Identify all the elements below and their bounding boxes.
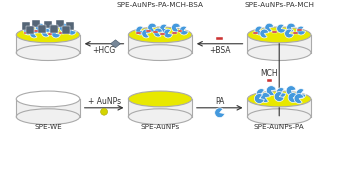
Ellipse shape (16, 91, 80, 107)
FancyBboxPatch shape (66, 22, 74, 30)
Wedge shape (274, 92, 284, 101)
Bar (153, 31, 158, 33)
Wedge shape (260, 29, 269, 38)
Wedge shape (36, 23, 45, 32)
Wedge shape (296, 89, 306, 98)
Text: SPE-AuNPs: SPE-AuNPs (141, 124, 180, 129)
Ellipse shape (129, 27, 192, 43)
FancyBboxPatch shape (129, 99, 192, 117)
Bar (41, 31, 46, 33)
Wedge shape (180, 26, 188, 35)
Circle shape (101, 108, 107, 115)
Wedge shape (277, 24, 286, 33)
Ellipse shape (247, 91, 311, 107)
Bar (34, 30, 39, 33)
Text: SPE-AuNPs-PA: SPE-AuNPs-PA (254, 124, 305, 129)
Bar (253, 32, 258, 34)
Bar (272, 31, 277, 33)
Wedge shape (142, 29, 151, 38)
FancyBboxPatch shape (26, 26, 34, 34)
Ellipse shape (129, 109, 192, 125)
Wedge shape (266, 86, 276, 96)
Wedge shape (265, 23, 274, 32)
Wedge shape (51, 29, 60, 38)
Wedge shape (30, 29, 39, 38)
Ellipse shape (129, 91, 192, 107)
Text: SPE-WE: SPE-WE (34, 124, 62, 129)
Bar (216, 37, 223, 40)
Wedge shape (160, 24, 169, 33)
FancyBboxPatch shape (247, 99, 311, 117)
Text: +HCG: +HCG (92, 46, 116, 55)
Ellipse shape (247, 45, 311, 60)
FancyBboxPatch shape (38, 26, 46, 33)
Bar (177, 30, 182, 33)
Ellipse shape (129, 45, 192, 60)
FancyBboxPatch shape (22, 22, 30, 30)
Wedge shape (285, 29, 293, 38)
Ellipse shape (247, 109, 311, 125)
Wedge shape (260, 93, 270, 102)
Ellipse shape (16, 27, 80, 43)
FancyBboxPatch shape (44, 20, 52, 28)
Bar (136, 32, 141, 34)
Bar (297, 29, 302, 31)
Text: PA: PA (215, 97, 224, 106)
Wedge shape (67, 26, 76, 35)
Polygon shape (111, 40, 120, 48)
Bar (267, 79, 272, 82)
Wedge shape (256, 89, 266, 98)
Text: SPE-AuNPs-PA-MCH-BSA: SPE-AuNPs-PA-MCH-BSA (117, 2, 203, 8)
Wedge shape (154, 28, 162, 37)
Wedge shape (276, 88, 286, 98)
Wedge shape (164, 29, 172, 38)
FancyBboxPatch shape (50, 26, 58, 33)
Text: MCH: MCH (261, 69, 278, 78)
Bar (65, 30, 70, 33)
Wedge shape (288, 93, 298, 102)
Bar (59, 32, 64, 34)
FancyBboxPatch shape (32, 19, 40, 27)
Wedge shape (297, 26, 306, 35)
Wedge shape (172, 23, 180, 32)
Text: SPE-AuNPs-PA-MCH: SPE-AuNPs-PA-MCH (244, 2, 314, 8)
Wedge shape (47, 24, 56, 33)
Bar (172, 32, 176, 34)
Bar (160, 33, 165, 35)
Wedge shape (148, 23, 157, 32)
Wedge shape (59, 23, 68, 32)
Bar (293, 32, 298, 34)
Ellipse shape (16, 109, 80, 125)
Wedge shape (215, 108, 225, 118)
Bar (146, 30, 151, 33)
Bar (24, 32, 29, 34)
Wedge shape (136, 26, 145, 35)
Wedge shape (255, 94, 264, 103)
Text: + AuNPs: + AuNPs (87, 97, 121, 106)
Wedge shape (294, 94, 304, 103)
Wedge shape (41, 28, 50, 37)
Bar (47, 33, 52, 35)
Ellipse shape (16, 45, 80, 60)
FancyBboxPatch shape (16, 35, 80, 53)
FancyBboxPatch shape (247, 35, 311, 53)
Wedge shape (287, 23, 296, 32)
Text: +BSA: +BSA (209, 46, 230, 55)
Wedge shape (286, 86, 296, 96)
Wedge shape (24, 26, 32, 35)
FancyBboxPatch shape (16, 99, 80, 117)
FancyBboxPatch shape (62, 26, 70, 34)
FancyBboxPatch shape (56, 19, 64, 27)
Wedge shape (255, 26, 264, 35)
Ellipse shape (247, 27, 311, 43)
FancyBboxPatch shape (129, 35, 192, 53)
